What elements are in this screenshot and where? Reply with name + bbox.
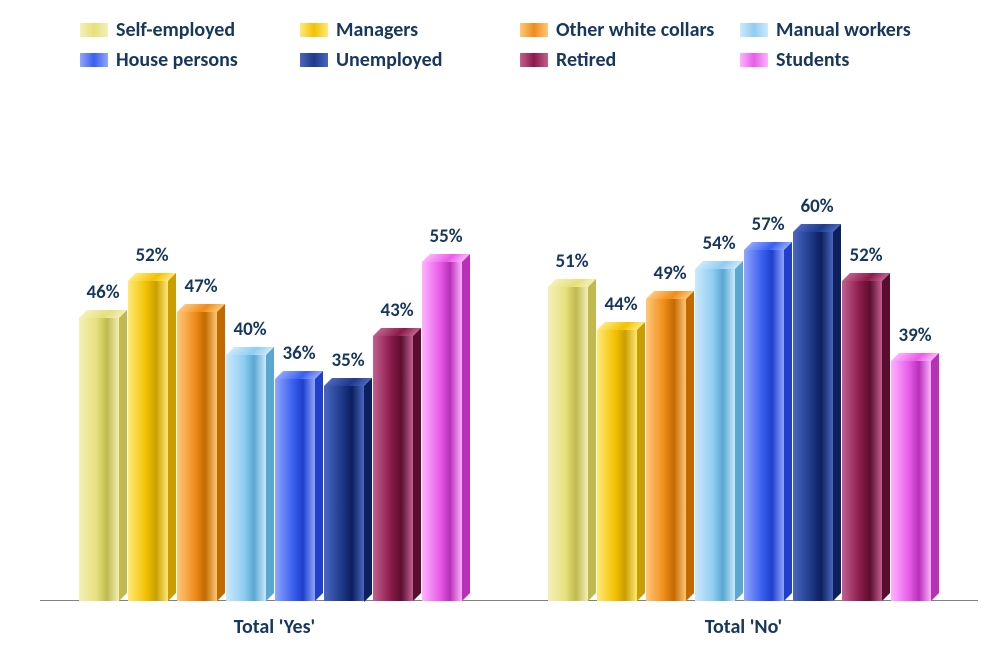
bar-side (637, 322, 645, 601)
bar-side (588, 279, 596, 601)
legend-label: Manual workers (776, 18, 911, 42)
legend-swatch (300, 53, 328, 67)
bar-value-label: 35% (331, 349, 364, 372)
bar: 43% (373, 170, 421, 601)
bar-value-label: 52% (849, 244, 882, 267)
bar: 49% (646, 170, 694, 601)
bar-value-label: 54% (702, 232, 735, 255)
bar-front (744, 250, 784, 601)
bar-side (931, 353, 939, 601)
bar-side (833, 224, 841, 601)
legend-row-1: Self-employed Managers Other white collars… (80, 18, 968, 42)
bar-value-label: 36% (282, 342, 315, 365)
bar-front (373, 336, 413, 601)
bar-side (462, 254, 470, 601)
bar-side (266, 347, 274, 601)
legend: Self-employed Managers Other white collars… (80, 18, 968, 78)
bar-side (784, 242, 792, 601)
chart-area: 46%52%47%40%36%35%43%55%Total 'Yes'51%44… (40, 170, 978, 601)
bar-front (695, 269, 735, 601)
bar-side (364, 378, 372, 602)
legend-item: Manual workers (740, 18, 960, 42)
bar-value-label: 49% (653, 262, 686, 285)
legend-swatch (300, 23, 328, 37)
bar: 39% (891, 170, 939, 601)
legend-item: House persons (80, 48, 300, 72)
bar-front (422, 262, 462, 601)
bar-front (177, 312, 217, 601)
legend-swatch (520, 53, 548, 67)
bar: 54% (695, 170, 743, 601)
bar-side (686, 291, 694, 601)
legend-item: Retired (520, 48, 740, 72)
bar-value-label: 55% (429, 225, 462, 248)
bar-value-label: 39% (898, 324, 931, 347)
bar-value-label: 57% (751, 213, 784, 236)
bar-side (882, 273, 890, 601)
bar: 52% (128, 170, 176, 601)
bar-side (168, 273, 176, 601)
chart-groups: 46%52%47%40%36%35%43%55%Total 'Yes'51%44… (40, 170, 978, 601)
legend-swatch (80, 23, 108, 37)
bar-value-label: 52% (135, 244, 168, 267)
bar: 51% (548, 170, 596, 601)
legend-row-2: House persons Unemployed Retired Students (80, 48, 968, 72)
legend-label: Self-employed (116, 18, 235, 42)
bar-value-label: 47% (184, 275, 217, 298)
legend-item: Managers (300, 18, 520, 42)
bar: 46% (79, 170, 127, 601)
bar-value-label: 43% (380, 299, 413, 322)
bar-value-label: 51% (555, 250, 588, 273)
bar: 55% (422, 170, 470, 601)
legend-item: Other white collars (520, 18, 740, 42)
bar-side (217, 304, 225, 601)
bar-front (275, 379, 315, 601)
bar-side (413, 328, 421, 601)
group-label: Total 'Yes' (234, 615, 315, 639)
bar-front (324, 386, 364, 602)
legend-label: Other white collars (556, 18, 714, 42)
bar-value-label: 46% (86, 281, 119, 304)
legend-swatch (740, 23, 768, 37)
legend-swatch (520, 23, 548, 37)
bar-front (646, 299, 686, 601)
legend-item: Unemployed (300, 48, 520, 72)
bar-side (119, 310, 127, 601)
legend-label: Retired (556, 48, 616, 72)
chart-group: 46%52%47%40%36%35%43%55%Total 'Yes' (79, 170, 470, 601)
legend-label: Managers (336, 18, 418, 42)
bar-front (226, 355, 266, 601)
bar: 35% (324, 170, 372, 601)
legend-label: Unemployed (336, 48, 442, 72)
group-label: Total 'No' (705, 615, 782, 639)
bar-side (315, 371, 323, 601)
bar-front (548, 287, 588, 601)
legend-swatch (80, 53, 108, 67)
bar: 47% (177, 170, 225, 601)
bar-value-label: 40% (233, 318, 266, 341)
bar-front (891, 361, 931, 601)
bar: 44% (597, 170, 645, 601)
bar: 40% (226, 170, 274, 601)
legend-label: Students (776, 48, 849, 72)
bar-side (735, 261, 743, 601)
bar: 60% (793, 170, 841, 601)
bar: 57% (744, 170, 792, 601)
bar-front (128, 281, 168, 601)
bar: 52% (842, 170, 890, 601)
bar-value-label: 60% (800, 195, 833, 218)
bar-value-label: 44% (604, 293, 637, 316)
legend-swatch (740, 53, 768, 67)
chart-group: 51%44%49%54%57%60%52%39%Total 'No' (548, 170, 939, 601)
bar: 36% (275, 170, 323, 601)
bar-front (793, 232, 833, 601)
legend-label: House persons (116, 48, 238, 72)
bar-front (597, 330, 637, 601)
bar-front (842, 281, 882, 601)
legend-item: Students (740, 48, 960, 72)
legend-item: Self-employed (80, 18, 300, 42)
bar-front (79, 318, 119, 601)
